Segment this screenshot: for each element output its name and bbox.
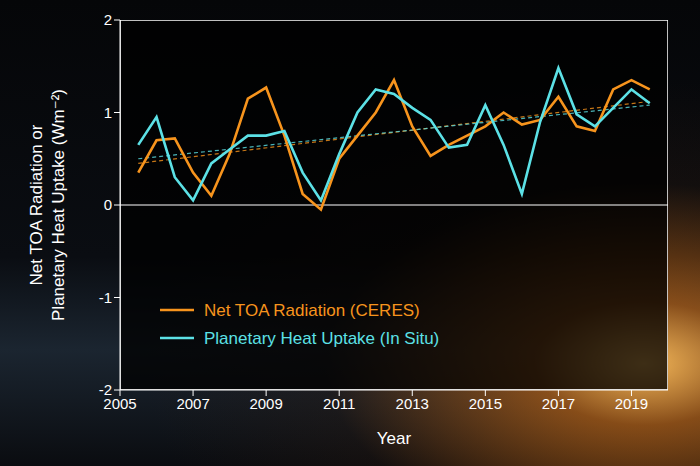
svg-text:-2: -2 [99,381,112,398]
svg-text:Planetary Heat Uptake (In Situ: Planetary Heat Uptake (In Situ) [204,329,439,348]
svg-text:1: 1 [104,104,112,121]
svg-text:2013: 2013 [396,395,429,412]
svg-text:2019: 2019 [615,395,648,412]
svg-text:-1: -1 [99,289,112,306]
svg-text:Year: Year [377,429,412,448]
svg-text:0: 0 [104,196,112,213]
svg-text:2009: 2009 [249,395,282,412]
svg-text:2007: 2007 [176,395,209,412]
svg-text:2011: 2011 [323,395,355,412]
svg-text:2015: 2015 [469,395,502,412]
svg-text:2005: 2005 [103,394,137,412]
svg-text:2017: 2017 [542,395,575,412]
svg-text:2: 2 [104,11,112,28]
svg-text:Net TOA Radiation orPlanetary: Net TOA Radiation orPlanetary Heat Uptak… [27,89,68,321]
svg-text:Net TOA Radiation (CERES): Net TOA Radiation (CERES) [204,301,420,320]
